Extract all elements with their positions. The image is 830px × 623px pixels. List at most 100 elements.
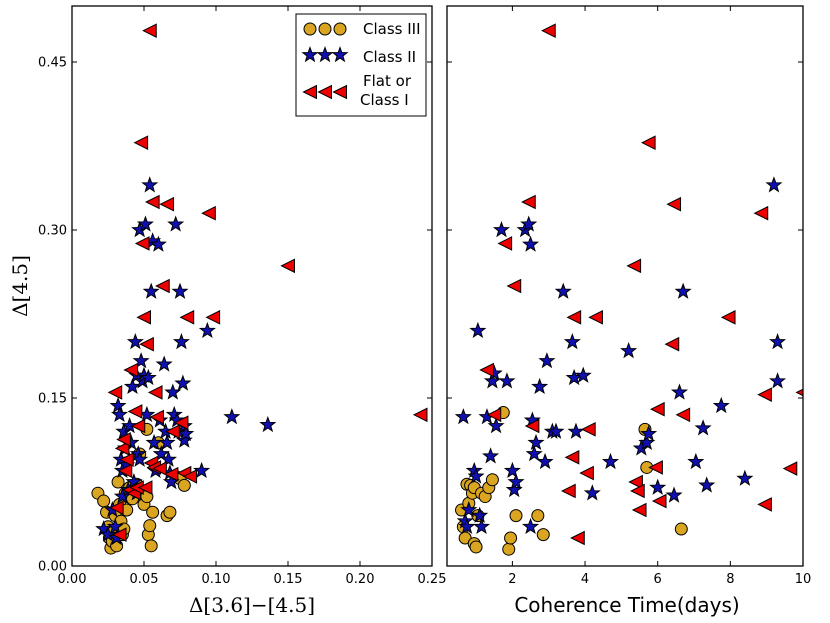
point-class-ii xyxy=(113,487,131,504)
point-class-ii xyxy=(111,405,129,423)
point-class-ii xyxy=(601,452,619,470)
point-flat-or-class-i xyxy=(127,404,143,419)
left-panel: 0.00 0.05 0.10 0.15 0.20 0.25 0.00 0.15 0.30 0.45 xyxy=(38,5,446,587)
point-class-ii xyxy=(177,424,195,442)
legend: Class III Class II Flat or Class I xyxy=(295,13,427,117)
right-panel: 2 4 6 8 10 xyxy=(446,5,811,587)
point-flat-or-class-i xyxy=(130,418,146,434)
point-flat-or-class-i xyxy=(524,418,540,434)
point-class-ii xyxy=(472,517,491,535)
point-class-ii xyxy=(531,377,549,395)
point-flat-or-class-i xyxy=(107,385,123,400)
point-class-iii xyxy=(144,539,158,553)
point-class-iii xyxy=(485,473,499,487)
point-flat-or-class-i xyxy=(152,461,167,476)
point-flat-or-class-i xyxy=(541,23,556,38)
point-flat-or-class-i xyxy=(795,388,803,397)
x-tick-label: 2 xyxy=(508,572,516,587)
x-tick-label: 0.25 xyxy=(418,572,447,587)
point-class-ii xyxy=(638,433,656,451)
left-axis-ticks: 0.00 0.05 0.10 0.15 0.20 0.25 0.00 0.15 0.30 0.45 xyxy=(38,6,446,587)
point-flat-or-class-i xyxy=(179,310,195,325)
point-flat-or-class-i xyxy=(165,424,180,439)
point-flat-or-class-i xyxy=(182,469,198,484)
point-flat-or-class-i xyxy=(205,310,221,325)
point-class-iii xyxy=(502,542,516,556)
point-class-ii xyxy=(574,366,592,383)
point-flat-or-class-i xyxy=(631,502,647,518)
legend-flat-line-2: Class I xyxy=(360,91,409,109)
point-class-ii xyxy=(159,450,177,467)
legend-class-ii: Class II xyxy=(363,48,416,66)
legend-marker-class-iii xyxy=(333,22,347,36)
point-class-ii xyxy=(171,282,189,299)
point-class-ii xyxy=(583,484,601,501)
point-class-ii xyxy=(174,374,192,391)
right-x-axis-label: Coherence Time(days) xyxy=(514,593,739,617)
point-flat-or-class-i xyxy=(116,432,131,447)
point-flat-or-class-i xyxy=(666,196,682,212)
point-class-ii xyxy=(547,422,565,439)
legend-marker-flat-or-class-i xyxy=(332,84,347,100)
point-class-ii xyxy=(503,461,521,479)
point-class-ii xyxy=(736,469,754,486)
point-class-ii xyxy=(522,517,540,535)
point-class-ii xyxy=(106,517,124,535)
point-flat-or-class-i xyxy=(566,310,582,325)
point-flat-or-class-i xyxy=(581,422,596,437)
point-class-iii xyxy=(146,505,160,519)
point-flat-or-class-i xyxy=(648,460,663,475)
point-class-ii xyxy=(674,282,692,299)
point-flat-or-class-i xyxy=(280,258,295,274)
point-flat-or-class-i xyxy=(173,415,189,430)
point-class-ii xyxy=(99,525,117,542)
point-flat-or-class-i xyxy=(136,310,151,325)
point-class-ii xyxy=(467,467,485,484)
x-tick-label: 10 xyxy=(795,572,812,587)
point-class-ii xyxy=(223,408,241,425)
point-flat-or-class-i xyxy=(506,278,522,294)
point-class-ii xyxy=(193,461,211,479)
x-tick-label: 0.15 xyxy=(274,572,303,587)
point-class-iii xyxy=(536,528,550,542)
left-data-points xyxy=(91,23,428,555)
point-flat-or-class-i xyxy=(675,407,691,423)
left-y-axis-label: Δ[4.5] xyxy=(8,255,32,317)
point-flat-or-class-i xyxy=(163,466,179,482)
point-flat-or-class-i xyxy=(159,196,175,212)
legend-flat-line-1: Flat or xyxy=(363,72,412,90)
legend-class-iii: Class III xyxy=(363,20,421,38)
point-class-iii xyxy=(531,509,545,523)
point-class-ii xyxy=(155,355,173,372)
point-flat-or-class-i xyxy=(149,409,164,425)
point-class-ii xyxy=(123,377,141,395)
right-axis-ticks: 2 4 6 8 10 xyxy=(447,6,811,587)
point-class-ii xyxy=(492,221,511,238)
x-tick-label: 0.20 xyxy=(346,572,375,587)
point-class-ii xyxy=(538,352,556,369)
point-class-ii xyxy=(649,478,667,495)
point-flat-or-class-i xyxy=(588,310,603,325)
point-class-ii xyxy=(149,235,167,252)
left-plot-frame xyxy=(71,5,433,567)
x-tick-label: 6 xyxy=(654,572,662,587)
point-class-ii xyxy=(769,372,787,389)
right-plot-frame xyxy=(446,5,804,567)
point-class-ii xyxy=(158,433,176,451)
point-class-ii xyxy=(522,235,540,252)
point-class-ii xyxy=(687,452,705,470)
left-x-axis-label: Δ[3.6]−[4.5] xyxy=(189,593,315,617)
point-class-ii xyxy=(198,321,216,339)
point-flat-or-class-i xyxy=(133,135,149,150)
point-class-ii xyxy=(487,417,505,434)
y-tick-label: 0.30 xyxy=(38,224,67,239)
point-class-ii xyxy=(620,342,638,359)
point-flat-or-class-i xyxy=(111,527,127,542)
point-flat-or-class-i xyxy=(139,336,154,352)
point-class-ii xyxy=(765,176,783,193)
point-class-ii xyxy=(469,321,487,339)
point-flat-or-class-i xyxy=(155,278,170,294)
point-class-ii xyxy=(141,176,159,193)
point-flat-or-class-i xyxy=(561,483,576,499)
